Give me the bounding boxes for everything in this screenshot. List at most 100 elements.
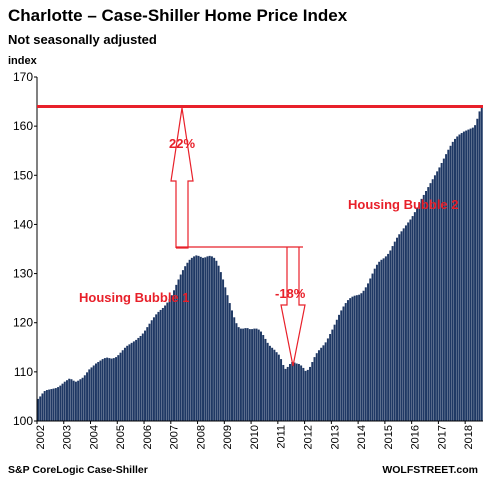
x-tick-label: 2015 (383, 425, 395, 449)
bar (166, 302, 169, 421)
bar (333, 324, 336, 421)
bar (264, 338, 267, 421)
bar (199, 256, 202, 421)
bar (179, 274, 182, 421)
bar (219, 272, 222, 421)
bar (146, 327, 149, 421)
bar (280, 359, 283, 421)
y-tick-label: 120 (13, 316, 33, 330)
bar (90, 367, 93, 421)
bar (126, 345, 129, 421)
x-tick-label: 2010 (249, 425, 261, 449)
bar (244, 328, 247, 421)
x-tick-label: 2014 (356, 425, 368, 449)
bar (422, 194, 425, 421)
bar (329, 334, 332, 421)
y-tick-label: 160 (13, 119, 33, 133)
bar (393, 241, 396, 421)
bar (45, 390, 48, 421)
bar (92, 365, 95, 421)
bar (157, 311, 160, 421)
bar (72, 380, 75, 421)
bar (362, 290, 365, 421)
bar (235, 323, 238, 421)
bar (97, 362, 100, 421)
bar (413, 212, 416, 421)
annotation-housing-bubble-1: Housing Bubble 1 (79, 290, 190, 305)
chart-title: Charlotte – Case-Shiller Home Price Inde… (8, 6, 348, 25)
bar (416, 207, 419, 421)
y-tick-label: 110 (14, 365, 33, 379)
bar (79, 379, 82, 421)
bar (304, 370, 307, 421)
x-tick-label: 2012 (303, 425, 315, 449)
bar (204, 257, 207, 421)
bar (177, 279, 180, 421)
bar (121, 350, 124, 421)
bar (39, 396, 42, 421)
bar (213, 257, 216, 421)
bar (302, 367, 305, 421)
bar (54, 388, 57, 421)
bar (41, 393, 44, 421)
bar (123, 347, 126, 421)
y-tick-label: 170 (13, 70, 33, 84)
bar (480, 105, 483, 421)
bar (445, 154, 448, 421)
bar (322, 345, 325, 421)
bar (449, 145, 452, 422)
bar (380, 259, 383, 421)
bar (262, 335, 265, 421)
bar (132, 341, 135, 421)
bar (65, 380, 68, 421)
bar (433, 175, 436, 421)
bar (454, 138, 456, 422)
bar (148, 323, 151, 421)
bar (260, 331, 262, 421)
x-tick-label: 2017 (436, 425, 448, 449)
bar (429, 183, 432, 421)
bar (52, 388, 55, 421)
bar (460, 133, 463, 421)
bar (184, 266, 187, 421)
bar (257, 329, 260, 421)
bar (355, 295, 358, 421)
bar (99, 360, 102, 421)
bar (367, 283, 370, 421)
bar (150, 320, 153, 421)
bar (139, 335, 142, 421)
bar (173, 290, 176, 421)
x-tick-label: 2008 (196, 425, 208, 449)
bar (451, 141, 454, 421)
bar (389, 250, 392, 421)
bar (462, 131, 465, 422)
bar (346, 300, 349, 421)
annotation-housing-bubble-2: Housing Bubble 2 (348, 197, 459, 212)
bar (391, 246, 394, 421)
x-tick-label: 2004 (88, 425, 100, 449)
bar (288, 363, 291, 421)
bar (228, 303, 231, 421)
bar (344, 303, 347, 421)
bar (63, 381, 66, 421)
bar (474, 125, 477, 421)
bar (137, 337, 140, 421)
bar (351, 296, 354, 421)
bar (378, 261, 381, 421)
bar (61, 383, 64, 421)
y-tick-label: 150 (13, 168, 33, 182)
bar (202, 257, 204, 421)
bar (237, 327, 240, 421)
bar (135, 339, 138, 421)
bar (353, 295, 356, 421)
bar (210, 256, 213, 421)
bar (217, 265, 220, 421)
bar (471, 127, 474, 422)
down-arrow (280, 247, 306, 367)
bar (271, 347, 274, 421)
bar (161, 307, 164, 421)
bar (43, 391, 46, 421)
bar (311, 362, 314, 421)
axes (34, 76, 483, 424)
